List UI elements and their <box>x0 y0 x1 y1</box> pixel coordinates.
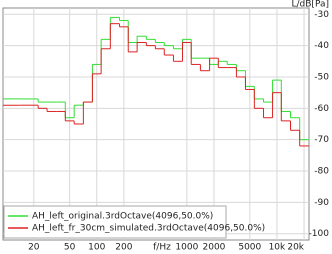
legend-label: AH_left_fr_30cm_simulated.3rdOctave(4096… <box>32 224 265 234</box>
y-tick-label: -70 <box>314 135 329 145</box>
y-tick-label: -50 <box>314 72 329 82</box>
x-tick-label: 50 <box>64 243 76 253</box>
plot-lines <box>3 16 309 147</box>
x-tick-label: 1000 <box>175 243 198 253</box>
y-tick-label: -60 <box>314 104 329 114</box>
y-tick-label: -30 <box>314 10 329 20</box>
y-tick-label: -100 <box>309 229 330 239</box>
y-axis-label: L/dB[Pa] <box>292 0 330 10</box>
x-tick-label: 20k <box>287 243 304 253</box>
x-tick-label: 100 <box>88 243 105 253</box>
x-tick-label: 200 <box>115 243 132 253</box>
legend-box <box>3 205 227 239</box>
plot-area <box>2 7 310 241</box>
x-tick-label: 20 <box>28 243 40 253</box>
y-tick-label: -80 <box>314 167 329 177</box>
x-axis-label: f/Hz <box>153 243 171 253</box>
x-tick-label: 5000 <box>238 243 261 253</box>
y-tick-label: -90 <box>314 198 329 208</box>
x-tick-label: 2000 <box>203 243 226 253</box>
y-tick-label: -40 <box>314 41 329 51</box>
x-tick-label: 10k <box>269 243 286 253</box>
legend-label: AH_left_original.3rdOctave(4096,50.0%) <box>32 212 213 222</box>
